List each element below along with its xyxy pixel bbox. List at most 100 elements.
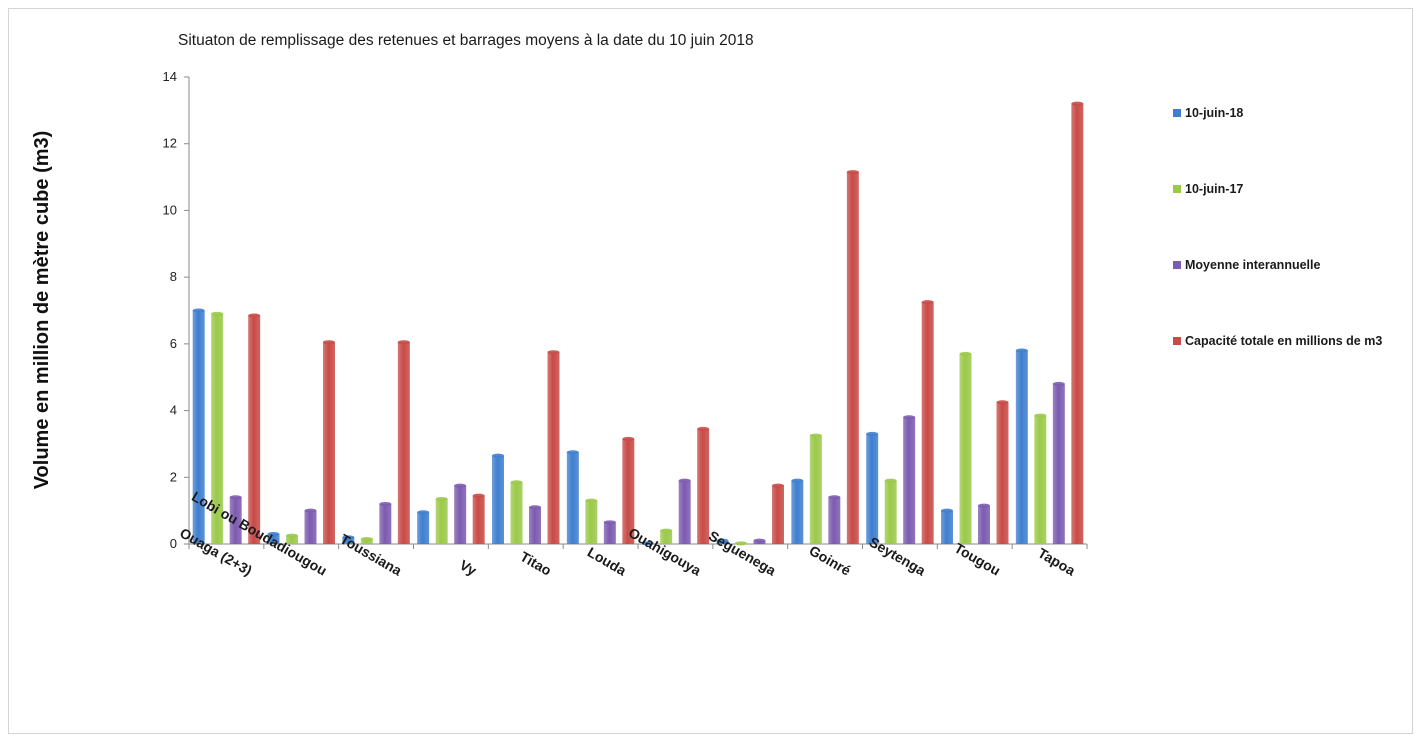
bar-top bbox=[1052, 381, 1065, 386]
bar-1-5 bbox=[585, 500, 598, 544]
legend-label: Moyenne interannuelle bbox=[1185, 258, 1320, 272]
bar-1-6 bbox=[660, 530, 673, 544]
bar-top bbox=[547, 350, 560, 355]
bar-0-10 bbox=[941, 510, 953, 544]
bar-top bbox=[1034, 413, 1047, 418]
bar-top bbox=[959, 351, 972, 356]
bar-top bbox=[248, 313, 261, 318]
bar-top bbox=[286, 533, 298, 538]
bar-3-8 bbox=[846, 172, 859, 544]
category-label: Goinré bbox=[807, 542, 854, 579]
bar-2-0 bbox=[229, 497, 242, 544]
bar-3-1 bbox=[323, 342, 335, 544]
bar-1-11 bbox=[1034, 415, 1047, 544]
y-tick-label: 14 bbox=[163, 69, 177, 84]
bar-3-4 bbox=[547, 352, 560, 544]
bar-top bbox=[417, 510, 430, 515]
y-tick-label: 12 bbox=[163, 136, 177, 151]
bar-top bbox=[866, 431, 879, 436]
bar-top bbox=[267, 531, 280, 536]
bar-0-11 bbox=[1015, 350, 1028, 544]
y-tick-label: 2 bbox=[170, 469, 177, 484]
bar-2-10 bbox=[978, 505, 990, 544]
bar-1-8 bbox=[809, 435, 822, 544]
bar-top bbox=[996, 400, 1009, 405]
bar-1-9 bbox=[884, 480, 897, 544]
bar-2-6 bbox=[678, 480, 691, 544]
bar-top bbox=[360, 536, 373, 541]
bar-3-9 bbox=[921, 302, 934, 544]
bar-top bbox=[697, 426, 710, 431]
bar-top bbox=[435, 496, 448, 501]
bar-3-3 bbox=[472, 495, 485, 544]
y-tick-label: 8 bbox=[170, 269, 177, 284]
chart-frame bbox=[8, 8, 1413, 734]
legend-swatch bbox=[1173, 337, 1181, 345]
bar-top bbox=[211, 311, 224, 316]
bar-top bbox=[585, 498, 598, 503]
bar-top bbox=[1071, 101, 1084, 106]
bar-top bbox=[304, 508, 317, 513]
bar-top bbox=[884, 478, 897, 483]
y-tick-label: 0 bbox=[170, 536, 177, 551]
bar-top bbox=[622, 436, 635, 441]
bar-top bbox=[716, 538, 729, 543]
bar-1-10 bbox=[959, 353, 972, 544]
bar-top bbox=[229, 495, 242, 500]
bar-0-1 bbox=[267, 533, 280, 544]
bar-3-0 bbox=[248, 315, 261, 544]
bar-3-6 bbox=[697, 428, 710, 544]
bar-top bbox=[772, 483, 784, 488]
bar-1-4 bbox=[510, 482, 523, 544]
bar-top bbox=[846, 170, 859, 175]
bar-2-1 bbox=[304, 510, 317, 544]
chart-title: Situaton de remplissage des retenues et … bbox=[178, 32, 754, 49]
bar-0-3 bbox=[417, 512, 430, 544]
bar-top bbox=[941, 508, 953, 513]
bar-top bbox=[678, 478, 691, 483]
bar-2-9 bbox=[903, 417, 916, 544]
bar-0-0 bbox=[192, 310, 205, 544]
bar-top bbox=[323, 340, 335, 345]
bar-top bbox=[753, 538, 766, 543]
category-label: Seytenga bbox=[867, 534, 929, 579]
bar-top bbox=[809, 433, 822, 438]
bar-2-4 bbox=[529, 507, 541, 544]
bar-3-5 bbox=[622, 438, 635, 544]
bar-top bbox=[454, 483, 467, 488]
bar-0-9 bbox=[866, 433, 879, 544]
bar-top bbox=[566, 450, 579, 455]
category-label: Tapoa bbox=[1035, 545, 1078, 579]
bar-top bbox=[510, 480, 523, 485]
bar-top bbox=[978, 503, 990, 508]
category-label: Vy bbox=[457, 556, 480, 578]
bar-top bbox=[903, 415, 916, 420]
bar-top bbox=[828, 495, 841, 500]
bar-top bbox=[660, 528, 673, 533]
bar-top bbox=[379, 501, 392, 506]
category-label: Titao bbox=[517, 548, 554, 578]
bar-2-3 bbox=[454, 485, 467, 544]
bar-top bbox=[921, 300, 934, 305]
bar-1-1 bbox=[286, 535, 298, 544]
legend-swatch bbox=[1173, 185, 1181, 193]
bar-3-11 bbox=[1071, 103, 1084, 544]
bar-0-2 bbox=[342, 537, 355, 544]
bar-2-5 bbox=[603, 522, 616, 544]
bar-top bbox=[735, 541, 747, 546]
bar-0-5 bbox=[566, 452, 579, 544]
bar-top bbox=[641, 541, 654, 546]
y-tick-label: 10 bbox=[163, 202, 177, 217]
bar-top bbox=[397, 340, 410, 345]
bar-2-11 bbox=[1052, 383, 1065, 544]
category-label: Seguenega bbox=[706, 527, 779, 578]
bar-2-2 bbox=[379, 503, 392, 544]
bar-1-3 bbox=[435, 498, 448, 544]
y-axis: 0 2 4 6 8 10 12 14 bbox=[163, 69, 190, 551]
bar-top bbox=[192, 308, 205, 313]
legend-label: 10-juin-17 bbox=[1185, 182, 1243, 196]
category-label: Louda bbox=[585, 544, 630, 579]
legend-swatch bbox=[1173, 109, 1181, 117]
bars bbox=[192, 101, 1084, 546]
